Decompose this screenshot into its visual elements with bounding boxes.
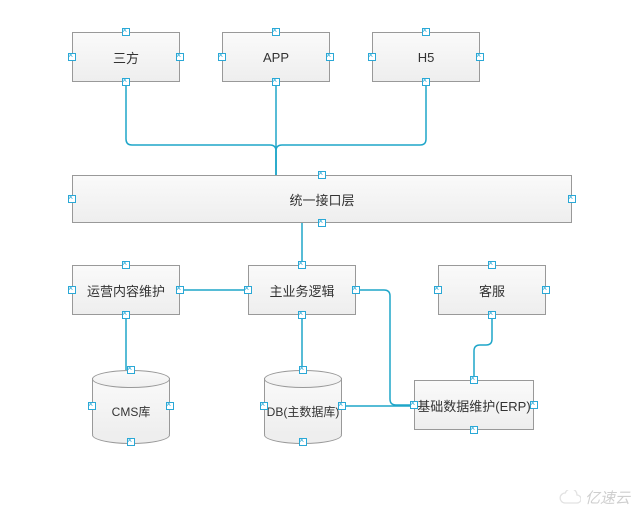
selection-handle[interactable] bbox=[299, 366, 307, 374]
edge-h5-api bbox=[276, 82, 426, 175]
selection-handle[interactable] bbox=[470, 376, 478, 384]
selection-handle[interactable] bbox=[127, 366, 135, 374]
selection-handle[interactable] bbox=[422, 78, 430, 86]
edge-biz-erp bbox=[356, 290, 414, 405]
selection-handle[interactable] bbox=[122, 311, 130, 319]
selection-handle[interactable] bbox=[542, 286, 550, 294]
selection-handle[interactable] bbox=[272, 28, 280, 36]
selection-handle[interactable] bbox=[122, 78, 130, 86]
selection-handle[interactable] bbox=[244, 286, 252, 294]
selection-handle[interactable] bbox=[434, 286, 442, 294]
selection-handle[interactable] bbox=[318, 219, 326, 227]
selection-handle[interactable] bbox=[68, 195, 76, 203]
selection-handle[interactable] bbox=[122, 261, 130, 269]
selection-handle[interactable] bbox=[410, 401, 418, 409]
edge-cs-erp bbox=[474, 315, 492, 380]
selection-handle[interactable] bbox=[318, 171, 326, 179]
selection-handle[interactable] bbox=[218, 53, 226, 61]
selection-handle[interactable] bbox=[298, 261, 306, 269]
selection-handle[interactable] bbox=[298, 311, 306, 319]
node-db[interactable]: DB(主数据库) bbox=[264, 370, 342, 442]
selection-handle[interactable] bbox=[272, 78, 280, 86]
selection-handle[interactable] bbox=[470, 426, 478, 434]
selection-handle[interactable] bbox=[476, 53, 484, 61]
selection-handle[interactable] bbox=[488, 261, 496, 269]
selection-handle[interactable] bbox=[68, 286, 76, 294]
selection-handle[interactable] bbox=[326, 53, 334, 61]
selection-handle[interactable] bbox=[166, 402, 174, 410]
node-label: CMS库 bbox=[92, 388, 170, 436]
node-cms[interactable]: CMS库 bbox=[92, 370, 170, 442]
selection-handle[interactable] bbox=[568, 195, 576, 203]
selection-handle[interactable] bbox=[127, 438, 135, 446]
watermark-text: 亿速云 bbox=[585, 487, 630, 508]
selection-handle[interactable] bbox=[260, 402, 268, 410]
node-label: DB(主数据库) bbox=[264, 388, 342, 436]
watermark: 亿速云 bbox=[559, 487, 630, 508]
selection-handle[interactable] bbox=[368, 53, 376, 61]
selection-handle[interactable] bbox=[422, 28, 430, 36]
selection-handle[interactable] bbox=[88, 402, 96, 410]
selection-handle[interactable] bbox=[68, 53, 76, 61]
selection-handle[interactable] bbox=[176, 53, 184, 61]
selection-handle[interactable] bbox=[176, 286, 184, 294]
selection-handle[interactable] bbox=[530, 401, 538, 409]
edge-third-api bbox=[126, 82, 276, 175]
selection-handle[interactable] bbox=[299, 438, 307, 446]
selection-handle[interactable] bbox=[338, 402, 346, 410]
selection-handle[interactable] bbox=[488, 311, 496, 319]
selection-handle[interactable] bbox=[352, 286, 360, 294]
selection-handle[interactable] bbox=[122, 28, 130, 36]
